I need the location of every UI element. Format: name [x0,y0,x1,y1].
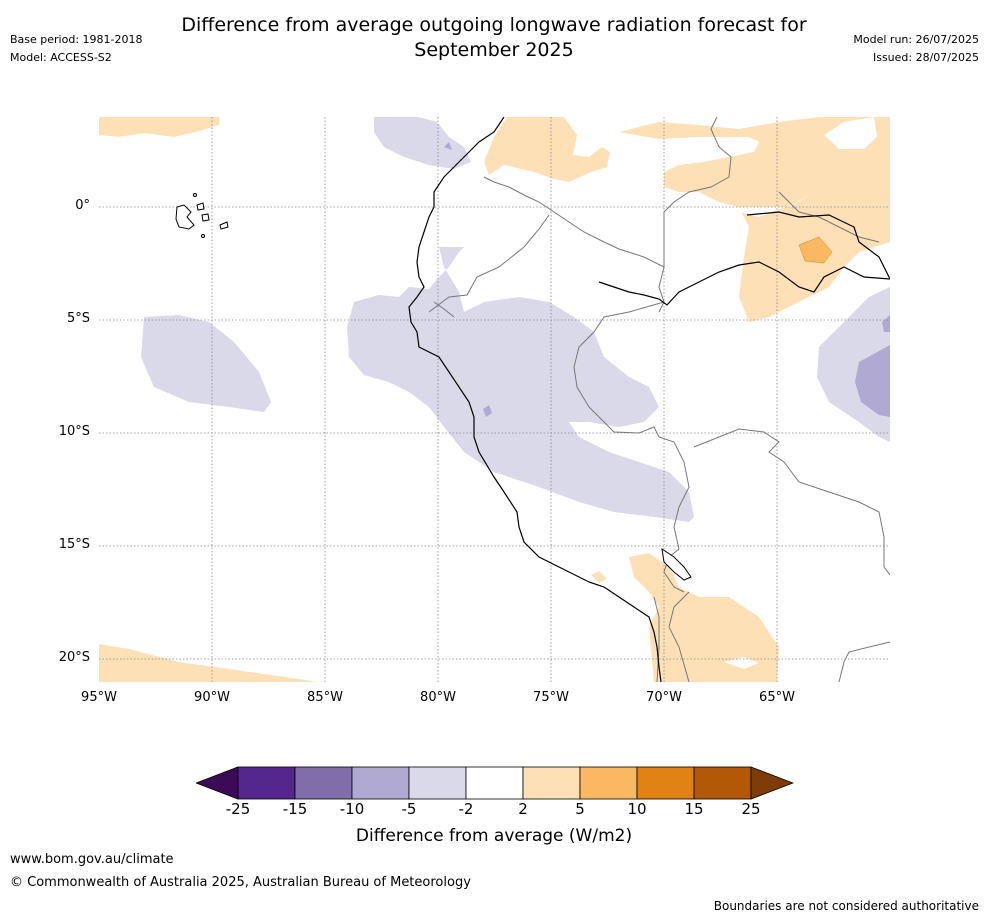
lat-label-15s: 15°S [58,537,90,552]
country-borders [428,117,890,682]
lat-label-0: 0° [75,198,90,213]
lon-label-75w: 75°W [533,690,569,705]
colorbar-tick-label: -15 [282,800,308,818]
colorbar-swatch [237,766,296,800]
map-title: Difference from average outgoing longwav… [0,13,988,63]
colorbar-swatch [693,766,752,800]
colorbar-swatch [408,766,467,800]
model-name: Model: ACCESS-S2 [10,51,112,64]
lake-titicaca [661,547,692,581]
colorbar-swatch [351,766,410,800]
colorbar-tick-label: 2 [518,800,528,818]
meta-left: Base period: 1981-2018 Model: ACCESS-S2 [10,31,142,67]
copyright-text: © Commonwealth of Australia 2025, Austra… [10,875,471,890]
base-period: Base period: 1981-2018 [10,33,143,46]
colorbar [196,766,794,800]
lon-label-85w: 85°W [307,690,343,705]
coastlines [408,117,890,682]
galapagos-islands [175,193,229,238]
map-canvas [99,117,890,682]
colorbar-tick-label: -2 [458,800,474,818]
anomaly-negative-medium [444,142,890,417]
colorbar-swatch [579,766,638,800]
colorbar-swatch [522,766,581,800]
lon-label-80w: 80°W [420,690,456,705]
meta-right: Model run: 26/07/2025 Issued: 28/07/2025 [853,31,979,67]
colorbar-tick-label: 25 [741,800,761,818]
colorbar-tick-label: -10 [339,800,365,818]
title-line-1: Difference from average outgoing longwav… [181,14,807,36]
lat-label-20s: 20°S [58,650,90,665]
colorbar-tick-label: -25 [225,800,251,818]
lat-label-5s: 5°S [66,311,90,326]
colorbar-tick-label: 10 [627,800,647,818]
colorbar-tick-label: -5 [401,800,417,818]
colorbar-swatch [294,766,353,800]
title-line-2: September 2025 [414,39,574,61]
lon-label-65w: 65°W [759,690,795,705]
colorbar-extend-high [750,766,794,800]
footer-url[interactable]: www.bom.gov.au/climate [10,852,174,867]
colorbar-tick-label: 15 [684,800,704,818]
colorbar-tick-label: 5 [575,800,585,818]
graticule [99,117,890,682]
anomaly-negative-light [141,117,890,522]
issued-date: Issued: 28/07/2025 [872,51,979,64]
colorbar-extend-low [196,766,239,800]
lat-label-10s: 10°S [58,424,90,439]
anomaly-positive-light [99,117,890,682]
colorbar-swatch [465,766,524,800]
disclaimer-text: Boundaries are not considered authoritat… [713,899,979,913]
model-run: Model run: 26/07/2025 [853,33,979,46]
lon-label-70w: 70°W [646,690,682,705]
anomaly-positive-medium [798,236,833,264]
lon-label-90w: 90°W [194,690,230,705]
lon-label-95w: 95°W [81,690,117,705]
colorbar-swatch [636,766,695,800]
colorbar-title: Difference from average (W/m2) [355,826,633,846]
